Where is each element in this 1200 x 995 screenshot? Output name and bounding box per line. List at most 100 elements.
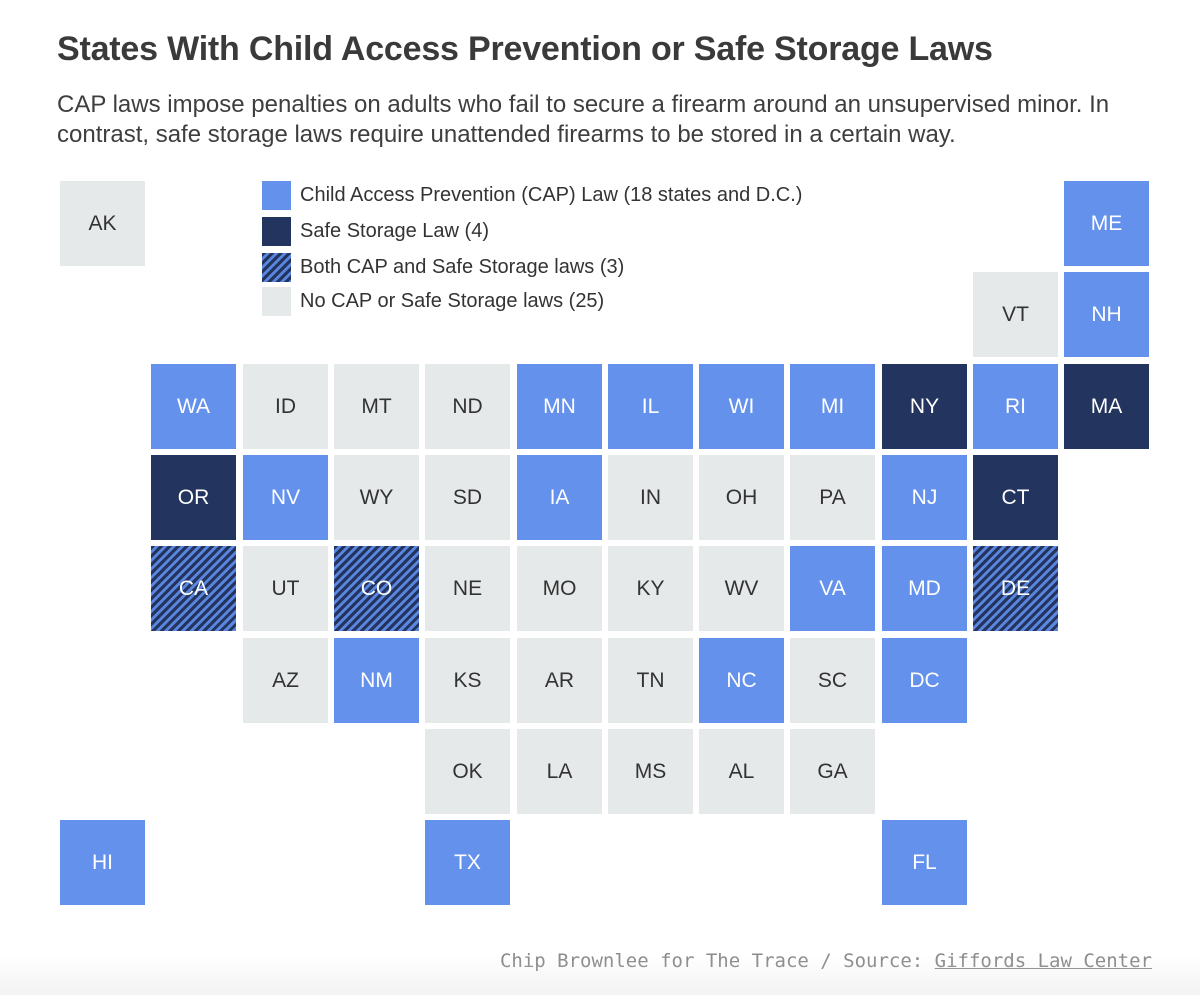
state-label: CA bbox=[178, 576, 209, 600]
state-label: TX bbox=[454, 850, 481, 874]
state-tile-nv: NV bbox=[243, 455, 328, 540]
state-tile-ak: AK bbox=[60, 181, 145, 266]
state-label: IL bbox=[641, 394, 660, 418]
state-tile-ok: OK bbox=[425, 729, 510, 814]
state-label: NH bbox=[1091, 302, 1122, 326]
state-tile-ks: KS bbox=[425, 638, 510, 723]
state-label: WY bbox=[359, 485, 394, 509]
state-label: DE bbox=[1000, 576, 1031, 600]
state-tile-il: IL bbox=[608, 364, 693, 449]
state-tile-ar: AR bbox=[517, 638, 602, 723]
legend-item-cap: Child Access Prevention (CAP) Law (18 st… bbox=[262, 180, 962, 210]
state-label: IN bbox=[640, 485, 661, 509]
state-tile-dc: DC bbox=[882, 638, 967, 723]
state-tile-wy: WY bbox=[334, 455, 419, 540]
state-tile-nd: ND bbox=[425, 364, 510, 449]
legend-swatch-cap bbox=[262, 180, 291, 210]
state-tile-fl: FL bbox=[882, 820, 967, 905]
state-label: NJ bbox=[911, 485, 938, 509]
state-tile-hi: HI bbox=[60, 820, 145, 905]
state-tile-nh: NH bbox=[1064, 272, 1149, 357]
state-tile-sd: SD bbox=[425, 455, 510, 540]
state-tile-sc: SC bbox=[790, 638, 875, 723]
state-label: RI bbox=[1005, 394, 1026, 418]
state-label: CT bbox=[1001, 485, 1030, 509]
legend-label-none: No CAP or Safe Storage laws (25) bbox=[300, 289, 605, 312]
state-label: SC bbox=[817, 668, 848, 692]
state-label: MS bbox=[634, 759, 667, 783]
state-tile-ny: NY bbox=[882, 364, 967, 449]
state-label: TN bbox=[636, 668, 665, 692]
state-label: WV bbox=[724, 576, 759, 600]
state-label: WI bbox=[728, 394, 755, 418]
map-subtitle: CAP laws impose penalties on adults who … bbox=[57, 91, 1110, 148]
state-tile-id: ID bbox=[243, 364, 328, 449]
legend-item-both: Both CAP and Safe Storage laws (3) bbox=[262, 252, 962, 282]
state-label: AZ bbox=[272, 668, 299, 692]
legend-label-both: Both CAP and Safe Storage laws (3) bbox=[300, 255, 625, 278]
state-label: IA bbox=[549, 485, 570, 509]
state-label: WA bbox=[176, 394, 211, 418]
state-label: OH bbox=[725, 485, 758, 509]
legend-label-safe: Safe Storage Law (4) bbox=[300, 219, 489, 242]
state-label: OR bbox=[177, 485, 210, 509]
state-tile-wv: WV bbox=[699, 546, 784, 631]
state-tile-la: LA bbox=[517, 729, 602, 814]
state-tile-mn: MN bbox=[517, 364, 602, 449]
legend-swatch-both bbox=[262, 252, 291, 282]
state-tile-mt: MT bbox=[334, 364, 419, 449]
state-label: OK bbox=[452, 759, 483, 783]
state-label: ME bbox=[1090, 211, 1123, 235]
state-tile-nm: NM bbox=[334, 638, 419, 723]
state-tile-in: IN bbox=[608, 455, 693, 540]
state-label: VT bbox=[1002, 302, 1029, 326]
state-label: CO bbox=[360, 576, 393, 600]
state-tile-al: AL bbox=[699, 729, 784, 814]
state-tile-nj: NJ bbox=[882, 455, 967, 540]
state-label: ND bbox=[452, 394, 483, 418]
state-label: NV bbox=[270, 485, 301, 509]
state-tile-ga: GA bbox=[790, 729, 875, 814]
state-label: AL bbox=[728, 759, 755, 783]
state-tile-pa: PA bbox=[790, 455, 875, 540]
state-label: NM bbox=[360, 668, 393, 692]
state-label: ID bbox=[275, 394, 296, 418]
state-label: UT bbox=[271, 576, 300, 600]
credit-text: Chip Brownlee for The Trace / Source: bbox=[499, 950, 935, 972]
state-label: FL bbox=[912, 850, 937, 874]
state-tile-or: OR bbox=[151, 455, 236, 540]
state-label: VA bbox=[819, 576, 846, 600]
state-tile-ca: CA bbox=[151, 546, 236, 631]
state-label: AK bbox=[88, 211, 117, 235]
state-tile-ne: NE bbox=[425, 546, 510, 631]
state-label: AR bbox=[544, 668, 575, 692]
state-tile-oh: OH bbox=[699, 455, 784, 540]
state-label: LA bbox=[546, 759, 573, 783]
state-label: SD bbox=[452, 485, 483, 509]
state-tile-tn: TN bbox=[608, 638, 693, 723]
state-tile-ms: MS bbox=[608, 729, 693, 814]
state-label: GA bbox=[817, 759, 848, 783]
state-tile-me: ME bbox=[1064, 181, 1149, 266]
state-label: DC bbox=[909, 668, 940, 692]
state-label: PA bbox=[819, 485, 846, 509]
state-label: NY bbox=[909, 394, 940, 418]
state-label: MO bbox=[542, 576, 577, 600]
state-tile-az: AZ bbox=[243, 638, 328, 723]
state-label: HI bbox=[92, 850, 113, 874]
state-tile-ky: KY bbox=[608, 546, 693, 631]
state-tile-co: CO bbox=[334, 546, 419, 631]
state-label: MI bbox=[820, 394, 845, 418]
state-label: KS bbox=[453, 668, 482, 692]
state-tile-md: MD bbox=[882, 546, 967, 631]
state-tile-mo: MO bbox=[517, 546, 602, 631]
source-credit: Chip Brownlee for The Trace / Source: Gi… bbox=[500, 950, 1152, 972]
legend-swatch-safe bbox=[262, 216, 291, 246]
state-label: MA bbox=[1090, 394, 1123, 418]
source-link[interactable]: Giffords Law Center bbox=[934, 950, 1152, 972]
state-tile-nc: NC bbox=[699, 638, 784, 723]
state-tile-wi: WI bbox=[699, 364, 784, 449]
legend-item-none: No CAP or Safe Storage laws (25) bbox=[262, 286, 962, 316]
map-title: States With Child Access Prevention or S… bbox=[57, 30, 993, 68]
state-label: MD bbox=[908, 576, 941, 600]
